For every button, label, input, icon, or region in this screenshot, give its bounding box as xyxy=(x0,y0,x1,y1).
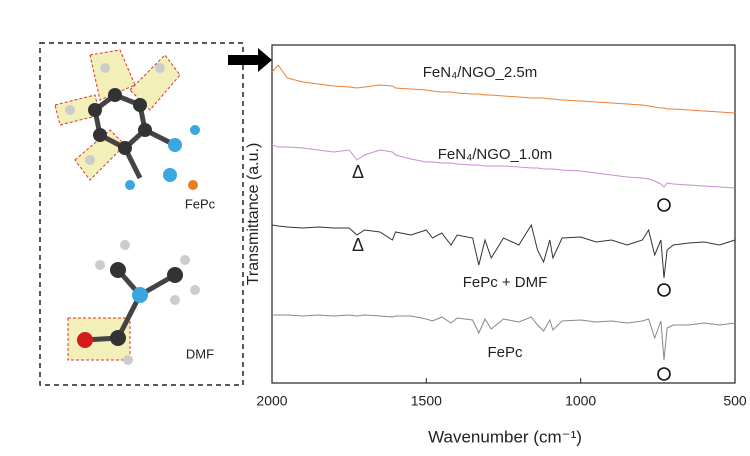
series-label: FePc xyxy=(487,344,523,361)
fepc-molecule xyxy=(54,49,200,190)
molecule-label: FePc xyxy=(185,196,216,211)
spectrum-line xyxy=(271,223,736,279)
x-tick-label: 2000 xyxy=(256,393,287,409)
series-label: FePc + DMF xyxy=(463,274,548,291)
x-tick-label: 1500 xyxy=(411,393,442,409)
marker-circles xyxy=(657,198,671,381)
spectrum-line xyxy=(271,64,736,114)
annotation: Δ xyxy=(352,235,364,255)
y-axis-label: Transmittance (a.u.) xyxy=(245,143,262,286)
x-axis-label: Wavenumber (cm⁻¹) xyxy=(428,427,582,446)
panel-frame xyxy=(39,42,244,386)
dmf-molecule xyxy=(67,240,200,365)
highlight xyxy=(89,49,136,101)
molecule-label: DMF xyxy=(186,346,214,361)
highlight xyxy=(54,94,101,126)
series-label: FeN₄/NGO_2.5m xyxy=(423,64,538,81)
plot-frame xyxy=(271,44,736,384)
x-tick-label: 500 xyxy=(723,393,747,409)
x-tick-label: 1000 xyxy=(565,393,596,409)
series-label: FeN₄/NGO_1.0m xyxy=(438,146,553,163)
annotation: Δ xyxy=(352,162,364,182)
spectrum-line xyxy=(271,144,736,189)
spectrum-line xyxy=(272,314,736,361)
arrow xyxy=(228,48,272,72)
